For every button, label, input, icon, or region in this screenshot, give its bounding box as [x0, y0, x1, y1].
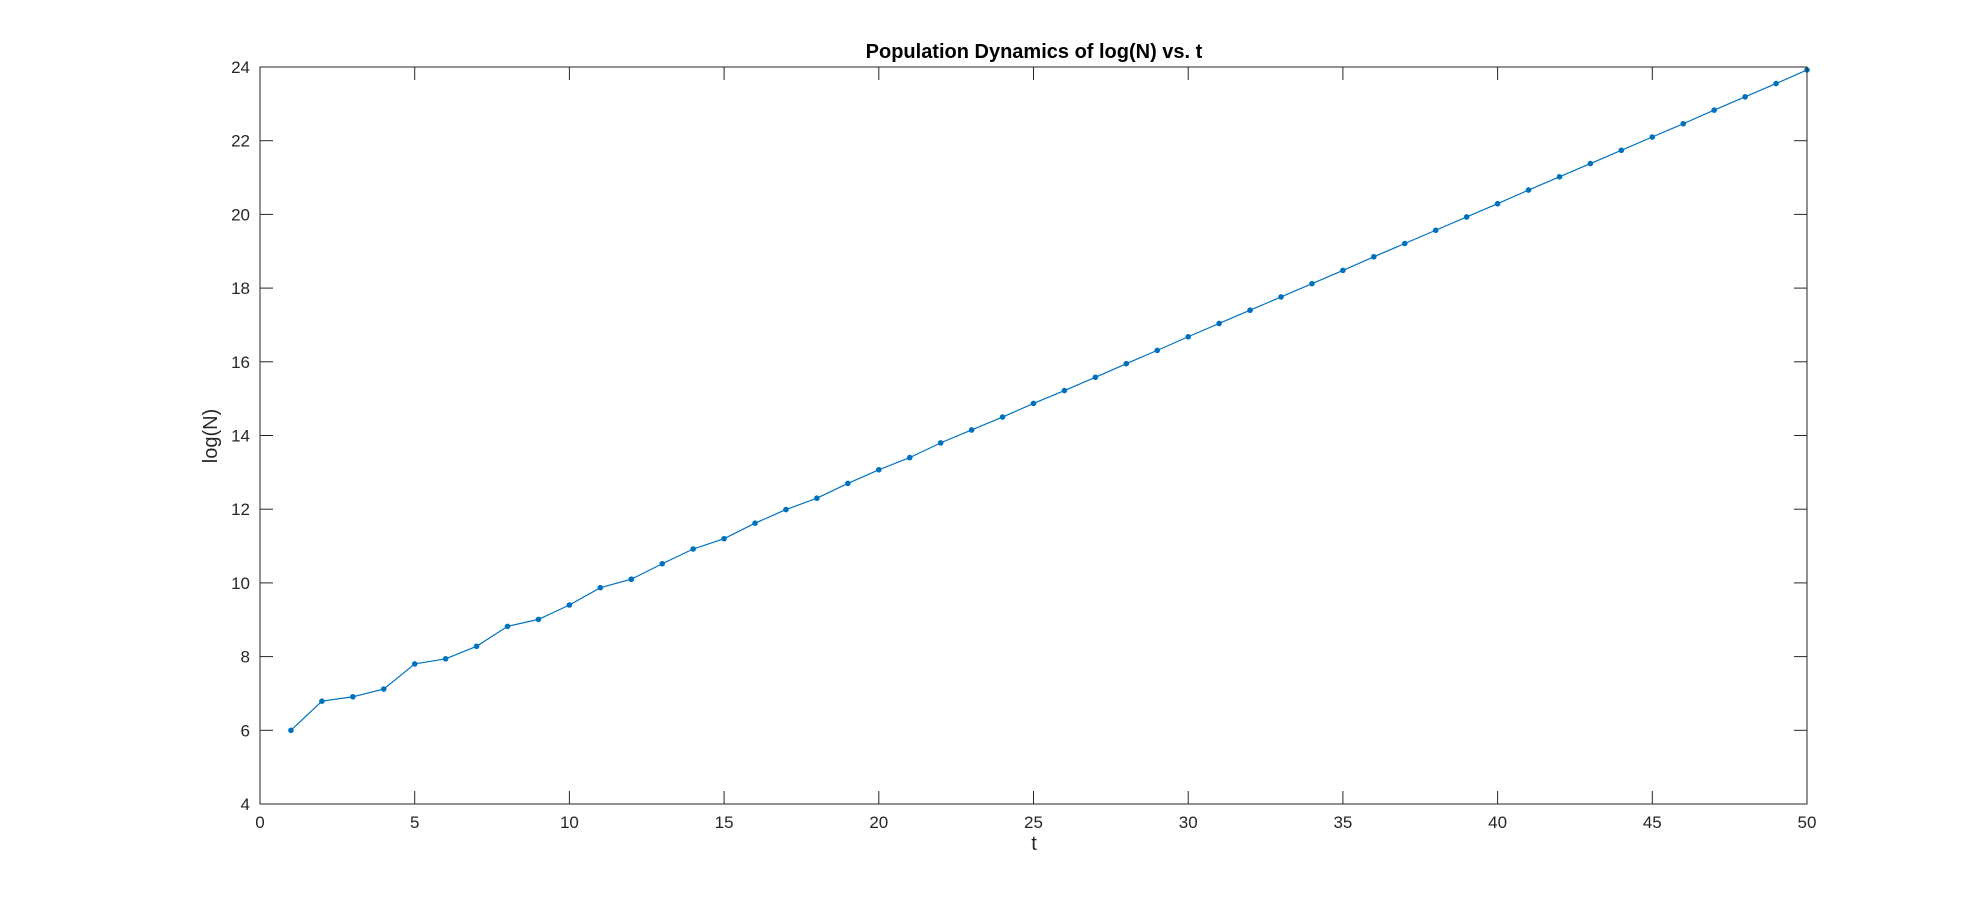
data-point [1185, 333, 1191, 340]
data-point [566, 602, 573, 608]
data-point [659, 560, 666, 567]
data-point [876, 466, 882, 473]
data-point [1463, 214, 1470, 220]
x-tick-label: 30 [1179, 813, 1198, 832]
y-tick-label: 16 [231, 353, 250, 372]
y-tick-label: 20 [231, 205, 250, 224]
data-point [1618, 147, 1625, 154]
data-point [535, 616, 542, 623]
data-point [1092, 374, 1099, 381]
data-point [1371, 253, 1377, 260]
data-point [1123, 360, 1130, 367]
data-point [473, 643, 480, 650]
data-point [380, 686, 387, 692]
x-tick-label: 5 [410, 813, 419, 832]
data-point [1061, 387, 1068, 394]
x-tick-label: 25 [1024, 813, 1043, 832]
y-tick-label: 22 [231, 132, 250, 151]
data-point [968, 427, 975, 433]
data-point [628, 576, 635, 583]
data-point [1216, 320, 1222, 327]
data-point [1340, 267, 1346, 274]
data-point [319, 698, 325, 704]
data-point [411, 661, 418, 667]
data-point [906, 454, 913, 461]
data-point [350, 693, 356, 700]
data-point [1494, 200, 1501, 207]
y-tick-label: 24 [231, 58, 250, 77]
data-point [999, 414, 1006, 420]
x-tick-label: 15 [715, 813, 734, 832]
data-point [937, 440, 944, 446]
data-point [1401, 240, 1408, 247]
data-point [1525, 187, 1532, 193]
chart-title: Population Dynamics of log(N) vs. t [866, 41, 1203, 63]
y-tick-label: 14 [231, 427, 250, 446]
data-point [1278, 294, 1284, 300]
data-point [597, 584, 604, 591]
y-tick-label: 10 [231, 574, 250, 593]
y-axis-label: log(N) [200, 409, 222, 463]
data-point [1773, 80, 1779, 87]
data-point [1030, 400, 1037, 407]
data-point [1587, 160, 1594, 167]
y-tick-label: 6 [241, 721, 250, 740]
x-tick-label: 35 [1333, 813, 1352, 832]
data-point [1556, 174, 1563, 180]
data-point [1247, 307, 1253, 314]
x-tick-label: 10 [560, 813, 579, 832]
y-tick-label: 4 [241, 795, 250, 814]
x-tick-label: 45 [1643, 813, 1662, 832]
x-tick-label: 0 [255, 813, 264, 832]
data-point [721, 535, 727, 542]
plot-area [288, 67, 1810, 734]
data-point [288, 727, 294, 734]
data-point [1680, 120, 1687, 127]
data-point [783, 506, 789, 513]
ticks: 0 5 10 15 20 25 30 35 40 45 50 4 6 8 10 12 14 16 18 20 22 24 [231, 58, 1816, 832]
data-point [752, 520, 758, 527]
data-point [1309, 280, 1315, 287]
data-point [1154, 347, 1161, 354]
plot-frame [259, 66, 1808, 805]
x-axis-label: t [1031, 833, 1037, 855]
y-tick-label: 8 [241, 648, 250, 667]
data-point [690, 546, 696, 552]
y-tick-label: 18 [231, 279, 250, 298]
x-tick-label: 40 [1488, 813, 1507, 832]
data-point [814, 495, 820, 501]
data-point [1649, 134, 1656, 140]
data-point [1432, 227, 1439, 234]
x-tick-label: 20 [869, 813, 888, 832]
y-tick-label: 12 [231, 500, 250, 519]
x-tick-label: 50 [1798, 813, 1817, 832]
data-point [1711, 107, 1717, 113]
data-point [504, 623, 511, 630]
series-line [290, 69, 1808, 731]
data-point [845, 480, 851, 487]
data-point [442, 656, 449, 662]
data-point [1742, 94, 1748, 100]
